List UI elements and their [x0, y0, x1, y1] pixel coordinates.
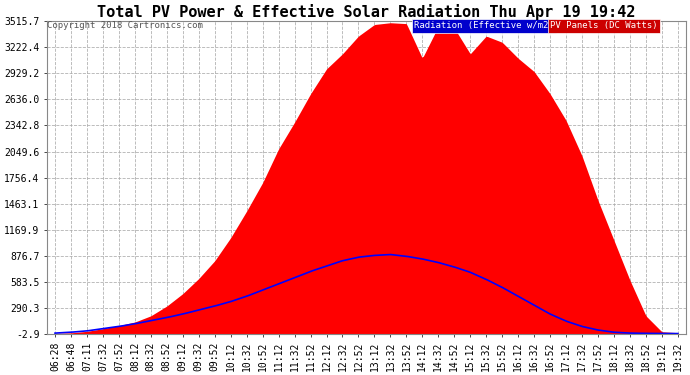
Text: Radiation (Effective w/m2): Radiation (Effective w/m2) [415, 21, 554, 30]
Text: Copyright 2018 Cartronics.com: Copyright 2018 Cartronics.com [47, 21, 203, 30]
Title: Total PV Power & Effective Solar Radiation Thu Apr 19 19:42: Total PV Power & Effective Solar Radiati… [97, 4, 635, 20]
Text: PV Panels (DC Watts): PV Panels (DC Watts) [551, 21, 658, 30]
